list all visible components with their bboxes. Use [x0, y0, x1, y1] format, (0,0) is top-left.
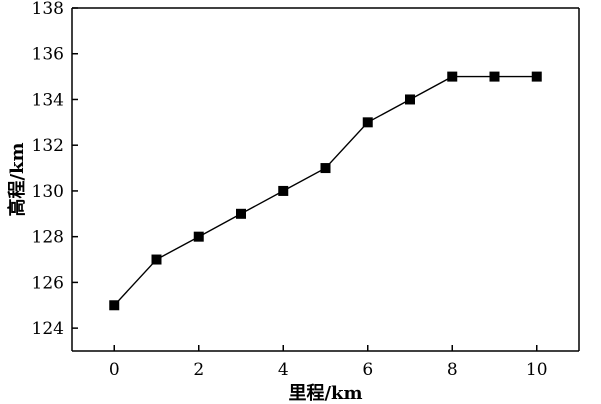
data-point-marker [236, 208, 246, 219]
series-line [113, 75, 537, 306]
x-ticks: 0 2 4 6 8 10 [109, 345, 548, 380]
y-ticks: 124 126 128 130 132 134 136 138 [32, 0, 78, 339]
data-point-marker [320, 163, 331, 174]
data-point-marker [109, 300, 120, 311]
series-layer [109, 71, 542, 311]
y-axis-title: 高程/km [6, 142, 28, 216]
data-point-marker [362, 117, 373, 128]
y-tick-label: 136 [32, 45, 64, 65]
data-point-marker [278, 185, 289, 196]
axes [71, 7, 580, 352]
x-axis-title: 里程/km [288, 383, 362, 404]
x-tick-label: 10 [526, 360, 548, 380]
x-tick-label: 4 [278, 360, 289, 380]
y-tick-label: 138 [32, 0, 64, 19]
data-point-marker [447, 71, 458, 82]
data-point-marker [489, 71, 500, 82]
y-tick-label: 132 [32, 136, 64, 156]
x-tick-label: 0 [109, 360, 120, 380]
x-tick-label: 6 [362, 360, 373, 380]
y-tick-label: 124 [32, 319, 64, 339]
x-tick-label: 8 [447, 360, 458, 380]
y-tick-label: 126 [32, 273, 64, 293]
y-tick-label: 134 [32, 90, 64, 110]
x-tick-label: 2 [193, 360, 204, 380]
data-point-marker [405, 94, 415, 105]
data-point-marker [193, 231, 204, 242]
data-point-marker [151, 254, 162, 265]
y-tick-label: 130 [32, 182, 64, 202]
data-point-marker [531, 71, 542, 82]
y-tick-label: 128 [32, 228, 64, 248]
